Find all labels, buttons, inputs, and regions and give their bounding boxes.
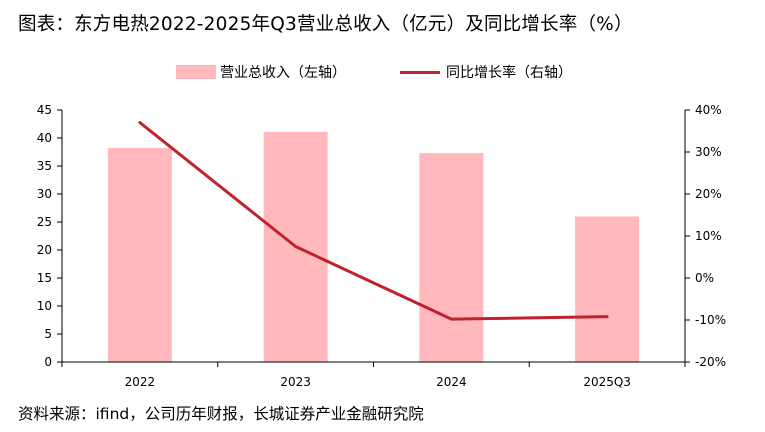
legend-label-revenue: 营业总收入（左轴）	[220, 65, 346, 81]
line-series	[138, 121, 609, 321]
chart-title: 图表：东方电热2022-2025年Q3营业总收入（亿元）及同比增长率（%）	[18, 14, 633, 35]
left-tick-label: 10	[37, 299, 52, 313]
x-tick-label: 2023	[280, 375, 311, 389]
right-tick-label: 20%	[695, 187, 722, 201]
x-tick-label: 2024	[436, 375, 467, 389]
growth-rate-line	[138, 121, 609, 321]
right-tick-label: -10%	[695, 313, 726, 327]
legend-swatch-bar	[176, 65, 216, 79]
left-tick-label: 35	[37, 159, 52, 173]
right-tick-label: 0%	[695, 271, 714, 285]
right-tick-label: 30%	[695, 145, 722, 159]
right-tick-label: 10%	[695, 229, 722, 243]
bar-2022	[107, 148, 172, 362]
left-tick-label: 30	[37, 187, 52, 201]
x-tick-label: 2022	[125, 375, 156, 389]
axes	[57, 109, 690, 367]
right-tick-label: 40%	[695, 103, 722, 117]
legend: 营业总收入（左轴） 同比增长率（右轴）	[0, 62, 765, 84]
legend-item-revenue: 营业总收入（左轴）	[176, 62, 346, 82]
legend-swatch-line	[400, 70, 440, 74]
left-tick-label: 5	[44, 327, 52, 341]
left-tick-label: 40	[37, 131, 52, 145]
bar-series	[107, 131, 640, 362]
bar-2024	[419, 153, 484, 362]
left-tick-label: 20	[37, 243, 52, 257]
legend-label-growth: 同比增长率（右轴）	[446, 65, 572, 81]
source-note: 资料来源：ifind，公司历年财报，长城证券产业金融研究院	[18, 405, 424, 423]
left-tick-label: 25	[37, 215, 52, 229]
x-tick-label: 2025Q3	[583, 375, 631, 389]
bar-2025Q3	[575, 216, 640, 362]
left-tick-label: 15	[37, 271, 52, 285]
left-tick-label: 45	[37, 103, 52, 117]
left-tick-label: 0	[44, 355, 52, 369]
right-tick-label: -20%	[695, 355, 726, 369]
legend-item-growth: 同比增长率（右轴）	[400, 62, 572, 82]
tick-labels: 0 5 10 15 20 25 30 35 40 45 -20% -10% 0% 10% 20% 30% 40%…	[37, 103, 726, 389]
